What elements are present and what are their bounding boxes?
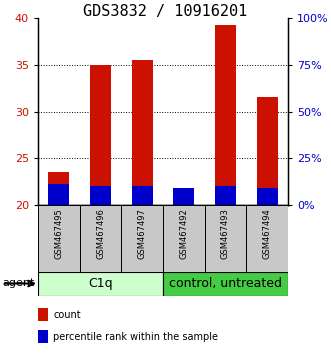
Bar <box>215 186 236 205</box>
Bar <box>38 330 48 343</box>
Bar <box>80 205 121 272</box>
Text: GSM467494: GSM467494 <box>263 209 272 259</box>
Bar <box>90 65 111 205</box>
Text: GDS3832 / 10916201: GDS3832 / 10916201 <box>83 4 248 19</box>
Bar <box>48 172 69 205</box>
Text: GSM467493: GSM467493 <box>221 209 230 259</box>
Bar <box>246 205 288 272</box>
Bar <box>173 191 194 205</box>
Text: agent: agent <box>2 278 34 288</box>
Text: GSM467496: GSM467496 <box>96 209 105 259</box>
Text: C1q: C1q <box>88 278 113 291</box>
Text: count: count <box>53 310 81 320</box>
Bar <box>38 308 48 321</box>
Bar <box>163 272 288 296</box>
Bar <box>257 188 278 205</box>
Text: control, untreated: control, untreated <box>169 278 282 291</box>
Bar <box>173 188 194 205</box>
Bar <box>205 205 246 272</box>
Bar <box>163 205 205 272</box>
Bar <box>121 205 163 272</box>
Bar <box>132 186 153 205</box>
Bar <box>38 272 163 296</box>
Text: GSM467497: GSM467497 <box>138 209 147 259</box>
Bar <box>90 186 111 205</box>
Bar <box>38 205 80 272</box>
Bar <box>48 184 69 205</box>
Text: GSM467495: GSM467495 <box>54 209 63 259</box>
Text: GSM467492: GSM467492 <box>179 209 188 259</box>
Bar <box>215 25 236 205</box>
Text: percentile rank within the sample: percentile rank within the sample <box>53 332 218 342</box>
Bar <box>132 60 153 205</box>
Bar <box>257 97 278 205</box>
